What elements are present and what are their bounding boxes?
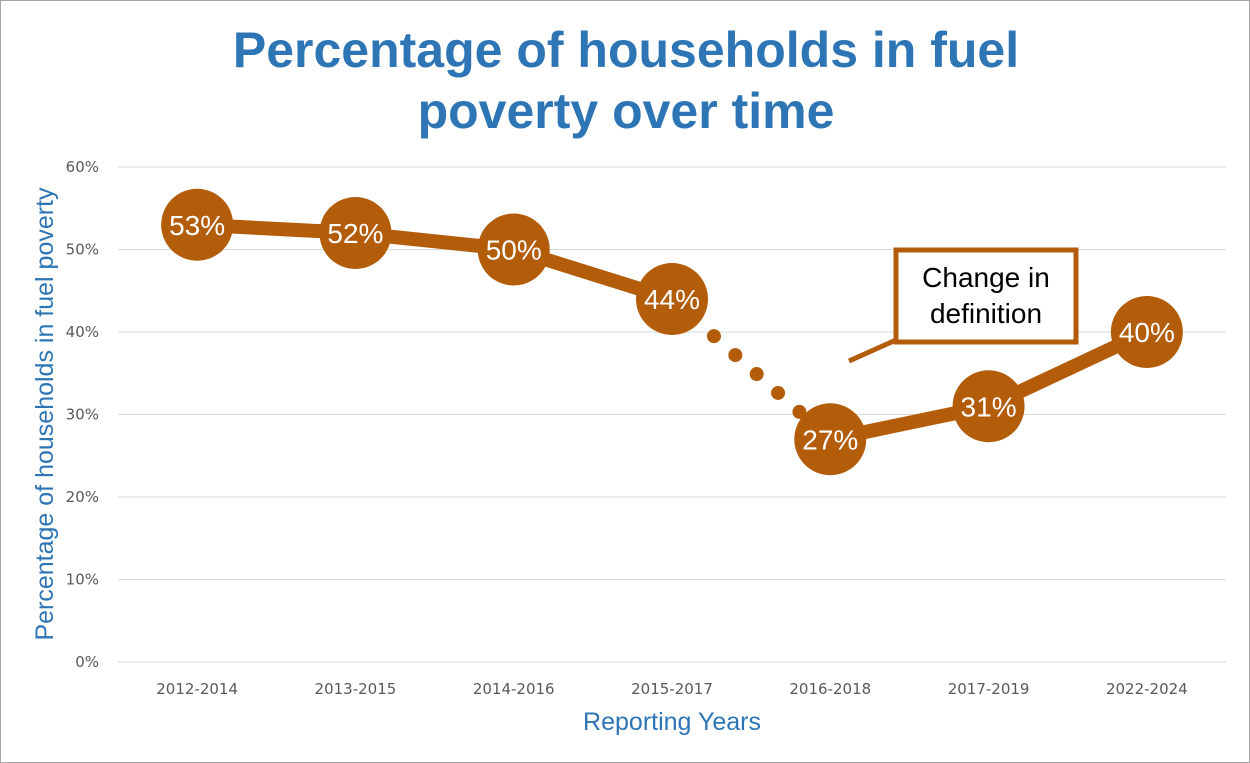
x-axis-title: Reporting Years xyxy=(583,708,761,736)
y-tick-label: 10% xyxy=(66,571,99,589)
chart-title-line-2: poverty over time xyxy=(418,83,835,139)
data-point-marker xyxy=(794,403,867,476)
annotation: Change in definition xyxy=(847,247,1079,364)
dotted-connector-dot xyxy=(728,348,743,363)
dotted-connector-dot xyxy=(749,367,764,382)
y-tick-label: 30% xyxy=(66,406,99,424)
data-label: 40% xyxy=(1119,317,1175,348)
annotation-box xyxy=(893,247,1079,345)
data-point-marker xyxy=(1110,296,1183,368)
data-label: 27% xyxy=(802,424,858,455)
x-tick-label: 2014-2016 xyxy=(473,680,555,698)
dotted-connector-dot xyxy=(792,404,807,419)
chart-title: Percentage of households in fuel poverty… xyxy=(233,22,1019,139)
x-tick-label: 2012-2014 xyxy=(156,680,238,698)
data-point-marker xyxy=(636,263,708,335)
x-tick-label: 2013-2015 xyxy=(315,680,397,698)
data-label: 44% xyxy=(644,284,700,315)
annotation-leader-line xyxy=(847,337,898,364)
data-point-marker xyxy=(161,188,234,261)
gridlines xyxy=(118,166,1226,663)
y-tick-label: 20% xyxy=(66,488,99,506)
data-label: 50% xyxy=(486,235,542,266)
y-tick-label: 60% xyxy=(66,158,99,176)
x-axis-ticks: 2012-2014 2013-2015 2014-2016 2015-2017 2016… xyxy=(156,680,1187,698)
data-label: 31% xyxy=(961,391,1017,422)
data-markers: 53% 52% 50% 44% 27% 31% 40% xyxy=(161,188,1183,476)
dotted-connector-dot xyxy=(706,329,721,344)
chart-title-line-1: Percentage of households in fuel xyxy=(233,22,1019,78)
annotation-text-line-1: Change in xyxy=(922,262,1050,293)
data-point-marker xyxy=(952,370,1025,443)
y-tick-label: 0% xyxy=(75,653,99,671)
x-tick-label: 2022-2024 xyxy=(1106,680,1188,698)
y-axis-ticks: 0% 10% 20% 30% 40% 50% 60% xyxy=(66,158,99,671)
data-label: 52% xyxy=(327,218,383,249)
data-label: 53% xyxy=(169,210,225,241)
series-line-before-change xyxy=(196,217,675,306)
annotation-text-line-2: definition xyxy=(930,298,1042,329)
x-tick-label: 2016-2018 xyxy=(789,680,871,698)
x-tick-label: 2017-2019 xyxy=(948,680,1030,698)
y-tick-label: 40% xyxy=(66,323,99,341)
data-point-marker xyxy=(319,197,392,269)
y-axis-title: Percentage of households in fuel poverty xyxy=(31,187,59,641)
x-tick-label: 2015-2017 xyxy=(631,680,713,698)
dotted-connector-dot xyxy=(771,385,786,400)
data-point-marker xyxy=(477,213,550,286)
y-tick-label: 50% xyxy=(66,241,99,259)
